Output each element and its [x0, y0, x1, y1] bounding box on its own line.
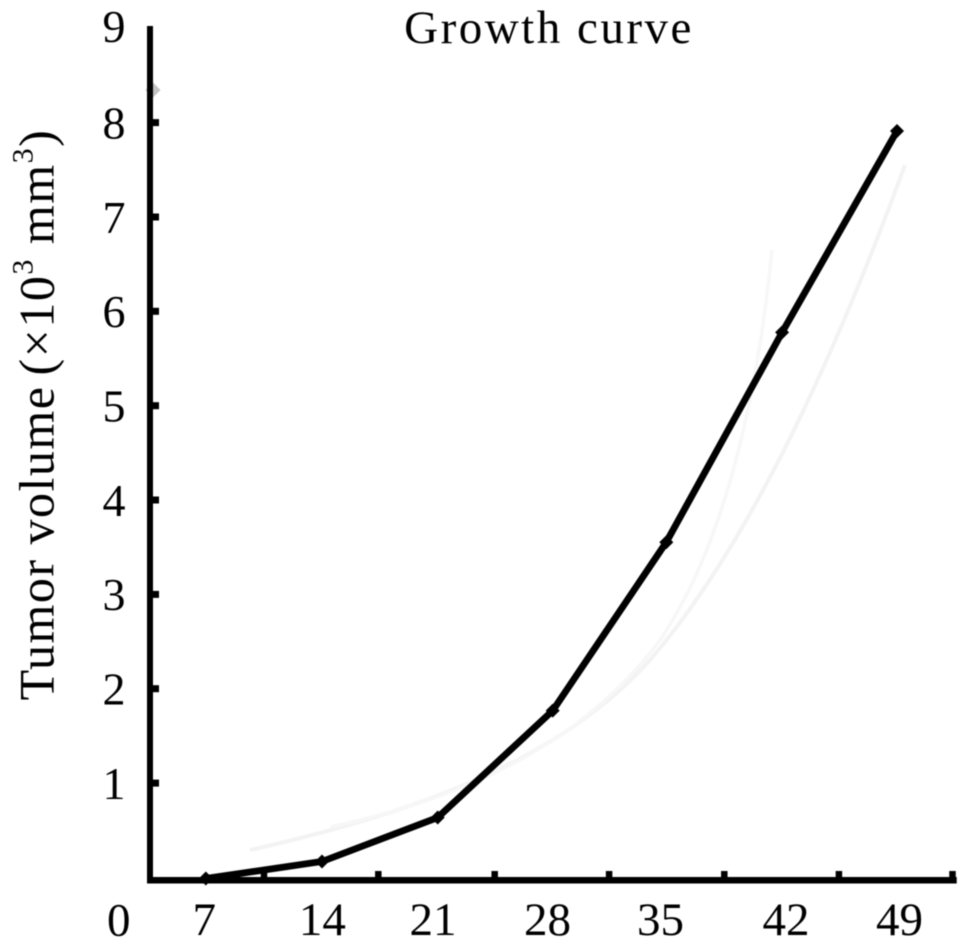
svg-text:6: 6 [103, 286, 126, 337]
svg-text:Growth curve: Growth curve [404, 2, 694, 54]
svg-text:21: 21 [410, 894, 457, 946]
svg-text:42: 42 [763, 894, 810, 946]
svg-text:4: 4 [103, 475, 126, 526]
svg-text:5: 5 [103, 381, 126, 432]
svg-text:1: 1 [103, 758, 126, 809]
svg-text:35: 35 [637, 894, 684, 946]
svg-text:14: 14 [299, 894, 346, 946]
svg-text:2: 2 [103, 664, 126, 715]
svg-text:49: 49 [876, 894, 923, 946]
svg-text:9: 9 [103, 1, 126, 52]
svg-text:7: 7 [192, 894, 216, 946]
svg-text:Tumor volume (×103 mm3): Tumor volume (×103 mm3) [7, 129, 65, 701]
svg-text:3: 3 [103, 569, 126, 620]
svg-text:28: 28 [524, 894, 571, 946]
svg-text:0: 0 [107, 895, 131, 947]
svg-text:8: 8 [103, 97, 126, 148]
svg-text:7: 7 [103, 192, 126, 243]
